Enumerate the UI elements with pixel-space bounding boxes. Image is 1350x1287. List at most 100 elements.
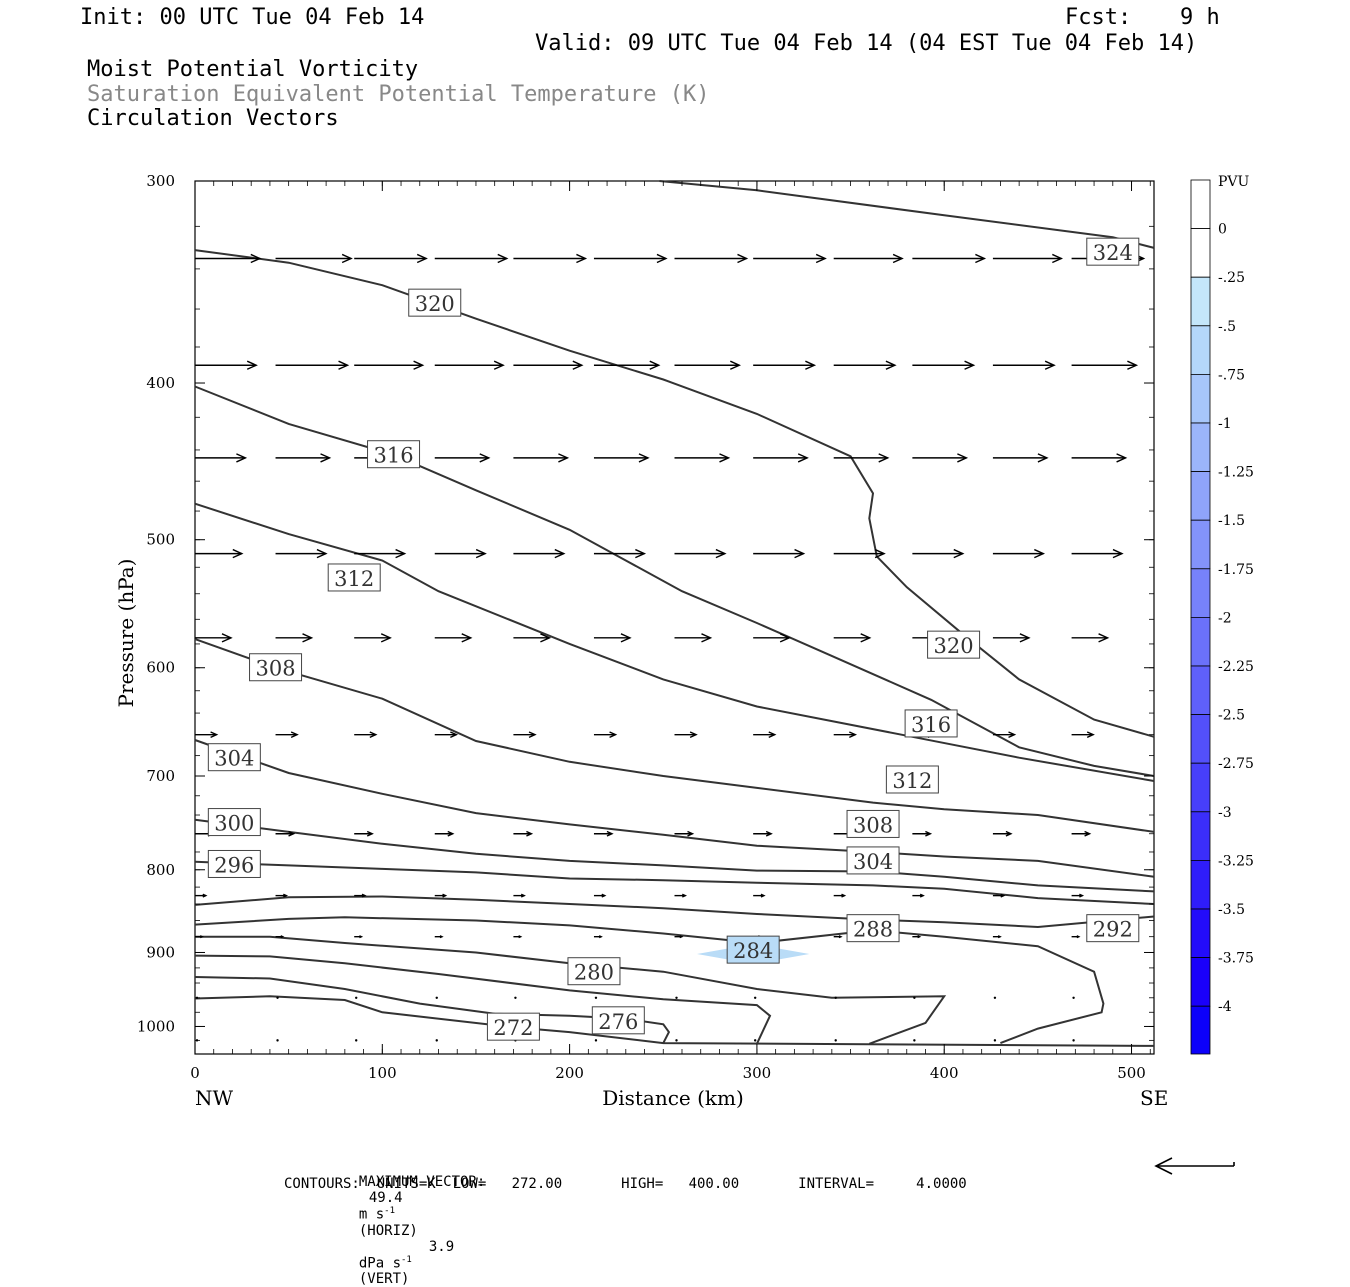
circulation-vector-head <box>439 935 444 939</box>
circulation-vector-head <box>737 253 749 264</box>
vert-value: 3.9 <box>428 1238 455 1255</box>
y-tick-label: 900 <box>146 943 175 961</box>
colorbar-label: -3.5 <box>1218 902 1245 918</box>
contour-label-box <box>726 935 780 964</box>
colorbar-cell <box>1190 276 1211 327</box>
circulation-vector-head <box>885 360 897 370</box>
horiz-tag: (HORIZ) <box>358 1222 418 1239</box>
contour-label-box <box>367 440 421 469</box>
field-title-vectors: Circulation Vectors <box>87 106 339 131</box>
contour-label: 300 <box>214 812 254 836</box>
circulation-vector <box>435 1039 438 1042</box>
contour-label-box <box>885 765 939 794</box>
theta-es-contour <box>194 895 1155 929</box>
circulation-vector <box>594 996 598 999</box>
circulation-vector-head <box>1127 360 1139 370</box>
circulation-vector <box>514 996 517 999</box>
plot-frame <box>194 180 1155 1055</box>
colorbar-cell <box>1190 568 1211 618</box>
reference-vector-arrow <box>1154 1157 1235 1175</box>
circulation-vector-head <box>341 253 353 264</box>
colorbar-label: -4 <box>1218 999 1232 1015</box>
contour-label-box <box>927 630 981 659</box>
contour-label: 296 <box>214 853 254 877</box>
circulation-vector-head <box>359 935 364 939</box>
colorbar-cell <box>1190 860 1211 910</box>
contour-label: 304 <box>214 747 254 771</box>
circulation-vector-head <box>540 633 552 643</box>
colorbar-label: -3.75 <box>1218 951 1254 967</box>
circulation-vector-head <box>1086 731 1095 739</box>
circulation-vector-head <box>302 633 314 643</box>
cross-section-chart: 324 320 316 312 308 304 300 296 320 316 312 308 304 2… <box>114 172 1254 1175</box>
circulation-vector-head <box>620 633 632 643</box>
x-tick-label: 0 <box>190 1064 200 1082</box>
max-vector-label: MAXIMUM VECTOR: <box>358 1174 486 1190</box>
circulation-vector-head <box>528 731 537 739</box>
circulation-vector-head <box>338 360 350 370</box>
circulation-vector-head <box>288 830 296 837</box>
circulation-vector <box>753 1039 757 1042</box>
circulation-vector-head <box>526 830 534 837</box>
circulation-vector-head <box>283 893 289 898</box>
contour-label: 316 <box>373 444 413 468</box>
circulation-vector-head <box>917 935 922 939</box>
circulation-vector-head <box>860 633 872 643</box>
circulation-vector-head <box>280 935 285 939</box>
circulation-vector-head <box>1112 548 1124 559</box>
circulation-vector-head <box>953 548 965 559</box>
x-axis-title: Distance (km) <box>602 1086 744 1110</box>
circulation-vector-head <box>638 453 650 463</box>
vert-tag: (VERT) <box>358 1271 410 1287</box>
circulation-vector-head <box>779 633 791 643</box>
colorbar-cell <box>1190 908 1211 958</box>
forecast-hours: 9 h <box>1180 5 1220 30</box>
theta-es-contour <box>194 995 1155 1047</box>
contour-label-box <box>846 846 900 875</box>
circulation-vector-head <box>290 731 299 739</box>
circulation-vector-head <box>805 360 817 370</box>
colorbar-label: -.25 <box>1218 270 1245 286</box>
circulation-vector-head <box>1005 830 1013 837</box>
colorbar-label: -3 <box>1218 805 1232 821</box>
circulation-vector-head <box>380 633 392 643</box>
colorbar-label: -1.5 <box>1218 513 1245 529</box>
colorbar-label: -1.75 <box>1218 562 1254 578</box>
contour-label-box <box>591 1006 645 1035</box>
circulation-vector-head <box>447 830 455 837</box>
colorbar-cell <box>1190 957 1211 1007</box>
circulation-vector-head <box>794 548 806 559</box>
circulation-vector-head <box>689 731 698 739</box>
y-axis-title: Pressure (hPa) <box>114 559 138 708</box>
colorbar-cell <box>1190 179 1211 229</box>
forecast-label: Fcst: <box>1065 5 1132 30</box>
circulation-vector-head <box>554 548 566 559</box>
circulation-vector-head <box>765 830 773 837</box>
circulation-vector-head <box>320 453 332 463</box>
vert-unit: dPa s <box>358 1255 402 1272</box>
y-tick-label: 500 <box>146 531 175 549</box>
circulation-vector-head <box>768 731 777 739</box>
field-title-pv: Moist Potential Vorticity <box>87 57 419 82</box>
circulation-vector-head <box>1079 893 1085 898</box>
circulation-vector-head <box>413 360 425 370</box>
contour-label: 288 <box>853 918 893 942</box>
circulation-vector-head <box>679 935 684 939</box>
circulation-vector <box>355 1039 358 1042</box>
circulation-vector-head <box>598 935 603 939</box>
y-tick-label: 400 <box>146 374 175 392</box>
contour-label-box <box>846 809 900 838</box>
x-tick-label: 500 <box>1117 1064 1146 1082</box>
contour-label: 320 <box>934 634 974 658</box>
circulation-vector-head <box>520 893 526 898</box>
contour-label: 304 <box>853 850 893 874</box>
circulation-vector-head <box>366 830 374 837</box>
contour-label: 308 <box>255 657 295 681</box>
contour-label-box <box>207 743 261 772</box>
x-tick-label: 200 <box>555 1064 584 1082</box>
circulation-vector-head <box>361 893 367 898</box>
contour-label-box <box>249 653 303 682</box>
circulation-vector <box>276 1039 279 1042</box>
y-tick-label: 600 <box>146 659 175 677</box>
circulation-vector <box>913 1039 916 1042</box>
